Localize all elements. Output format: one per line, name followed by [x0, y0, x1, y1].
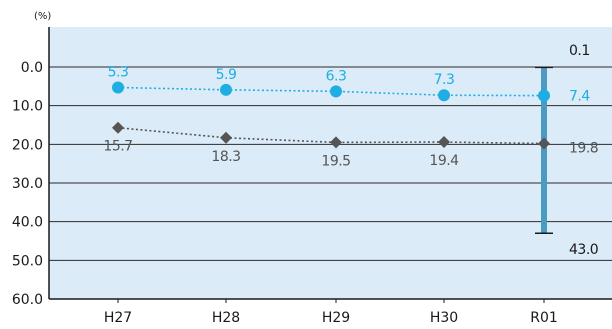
series-point	[438, 136, 450, 149]
series-point	[330, 136, 342, 149]
y-tick-label: 10.0	[12, 99, 43, 115]
data-label: 15.7	[103, 139, 132, 155]
series-point	[538, 89, 550, 102]
data-label: 18.3	[211, 149, 240, 165]
x-tick-label: H27	[104, 310, 132, 326]
series-line	[117, 126, 545, 145]
data-label: 19.4	[429, 153, 459, 169]
data-label: 5.3	[108, 64, 129, 80]
y-tick-label: 60.0	[12, 292, 43, 308]
series-point	[220, 83, 232, 96]
range-min-label: 0.1	[569, 43, 590, 59]
series-point	[220, 131, 232, 144]
x-tick-label: H28	[212, 310, 240, 326]
x-tick-label: H30	[430, 310, 458, 326]
y-tick-label: 30.0	[12, 176, 43, 192]
y-tick-label: 50.0	[12, 253, 43, 269]
range-bar	[541, 67, 547, 234]
data-label: 7.4	[569, 89, 590, 105]
plot-background	[49, 27, 612, 299]
y-tick-label: 20.0	[12, 137, 43, 153]
data-label: 19.5	[321, 153, 350, 169]
x-tick-label: H29	[322, 310, 350, 326]
y-tick-label: 0.0	[21, 60, 43, 76]
y-tick-label: 40.0	[12, 215, 43, 231]
data-label: 6.3	[326, 68, 347, 84]
x-tick-label: R01	[530, 310, 558, 326]
data-label: 19.8	[569, 141, 598, 157]
series-point	[112, 81, 124, 94]
series-point	[538, 137, 550, 150]
y-axis-unit: (%)	[34, 11, 51, 22]
series-line	[117, 86, 545, 97]
series-point	[330, 85, 342, 98]
series-point	[112, 121, 124, 134]
data-label: 7.3	[434, 72, 455, 88]
series-point	[438, 89, 450, 102]
data-label: 5.9	[216, 67, 237, 83]
range-max-label: 43.0	[569, 242, 598, 258]
